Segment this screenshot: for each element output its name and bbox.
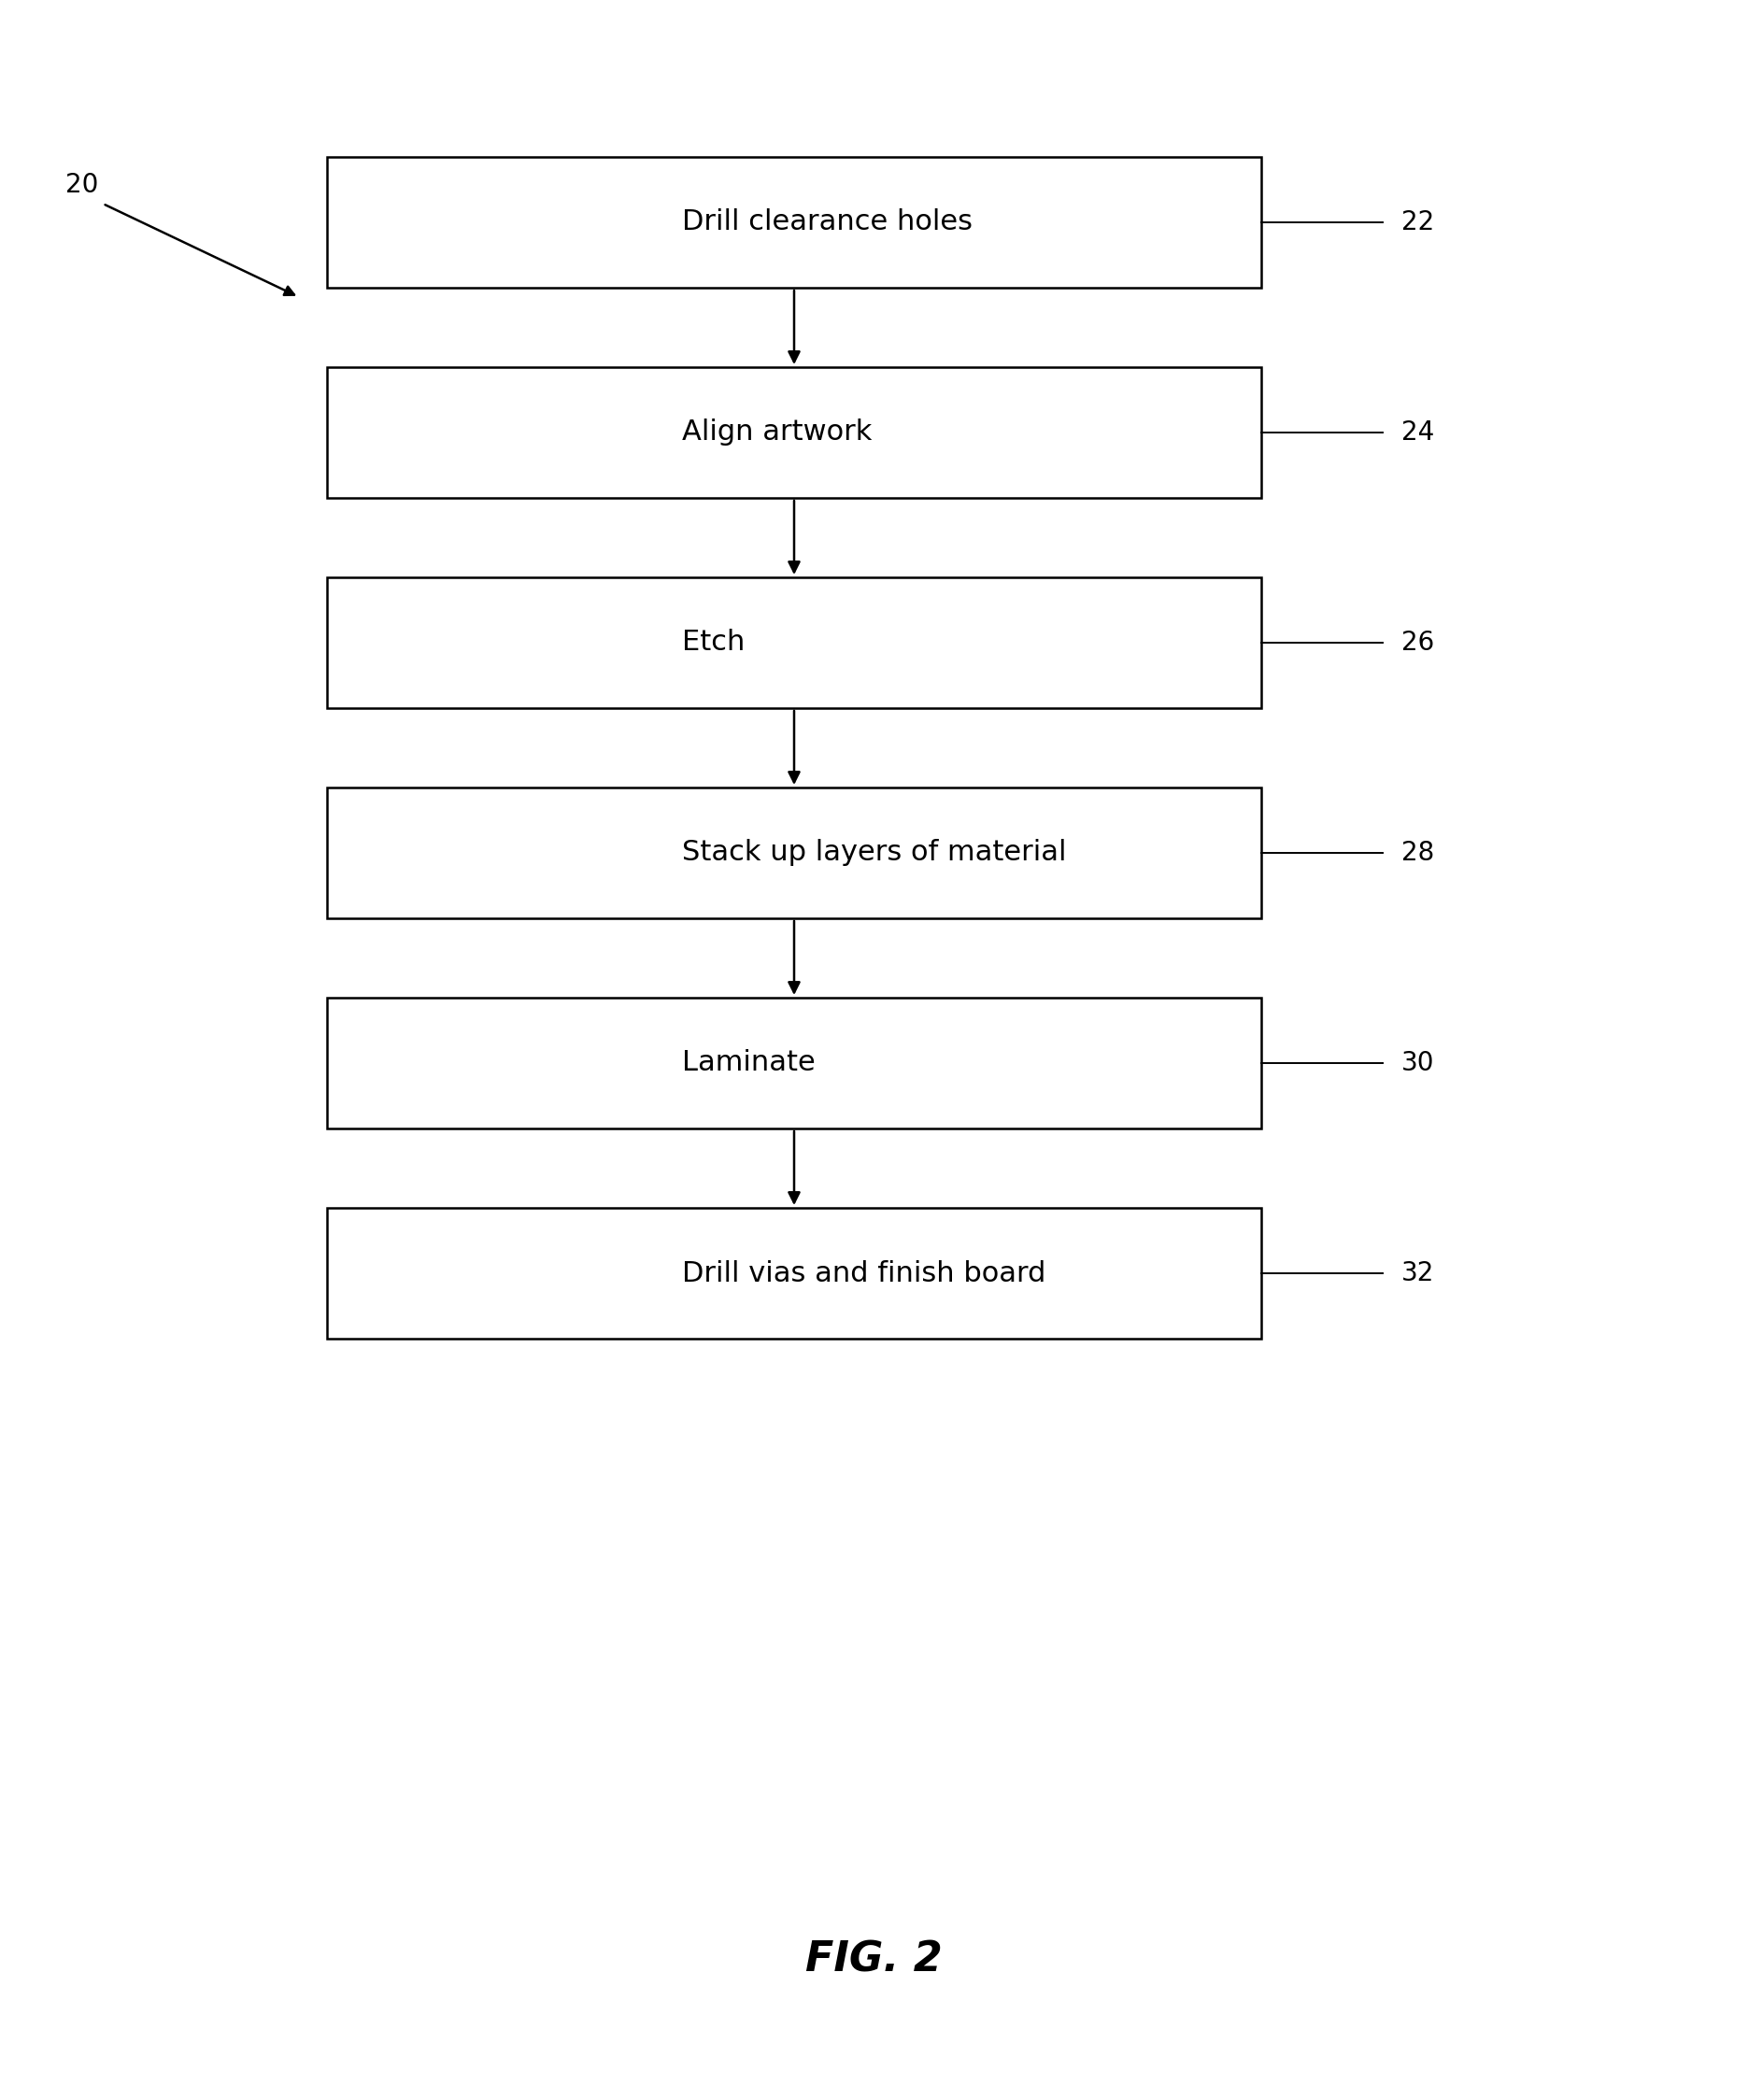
- Text: 24: 24: [1402, 420, 1435, 445]
- Bar: [327, 158, 1262, 288]
- Bar: [327, 998, 1262, 1128]
- Bar: [327, 788, 1262, 918]
- Text: 28: 28: [1402, 840, 1435, 865]
- Text: FIG. 2: FIG. 2: [806, 1940, 942, 1980]
- Text: Laminate: Laminate: [682, 1050, 815, 1077]
- Text: 32: 32: [1402, 1260, 1435, 1287]
- Text: Drill vias and finish board: Drill vias and finish board: [682, 1260, 1045, 1287]
- Text: Drill clearance holes: Drill clearance holes: [682, 208, 972, 235]
- Bar: [327, 368, 1262, 498]
- Bar: [327, 578, 1262, 708]
- Text: Stack up layers of material: Stack up layers of material: [682, 840, 1066, 867]
- Bar: [327, 1208, 1262, 1338]
- Text: 26: 26: [1402, 630, 1435, 655]
- Text: 20: 20: [65, 172, 98, 197]
- Text: Align artwork: Align artwork: [682, 420, 872, 445]
- Text: Etch: Etch: [682, 630, 745, 655]
- Text: 22: 22: [1402, 210, 1435, 235]
- Text: 30: 30: [1402, 1050, 1435, 1075]
